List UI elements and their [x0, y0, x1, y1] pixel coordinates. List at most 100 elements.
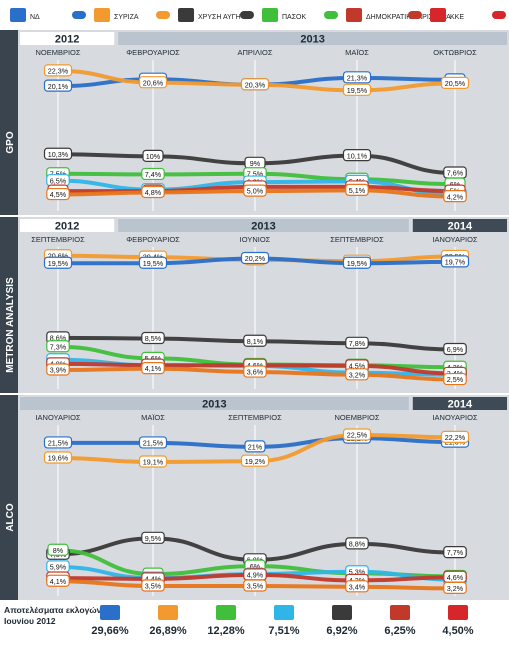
party-logo: [158, 605, 178, 620]
data-label: 20,6%: [138, 76, 168, 89]
data-label-box: [138, 436, 168, 449]
data-label-text: 19,7%: [445, 257, 466, 266]
month-label: ΙΑΝΟΥΑΡΙΟΣ: [35, 413, 80, 422]
data-label-box: [443, 190, 467, 203]
data-label: 8%: [47, 543, 69, 556]
data-label: 4,5%: [46, 187, 70, 201]
data-label-text: 22,5%: [347, 431, 368, 440]
data-label: 22,3%: [43, 64, 73, 77]
data-label-text: 4,1%: [50, 577, 67, 586]
party-logo: [448, 605, 468, 620]
data-label-box: [141, 362, 165, 375]
data-label: 3,5%: [141, 579, 165, 592]
data-label-text: 7,4%: [145, 170, 162, 179]
data-label-box: [46, 363, 70, 376]
footer-title-line: Ιουνίου 2012: [4, 616, 56, 626]
data-label-text: 6,5%: [50, 176, 67, 185]
data-label-text: 10,1%: [347, 151, 368, 160]
data-label-box: [43, 451, 73, 464]
data-label-text: 19,5%: [143, 259, 164, 268]
data-label-text: 20,3%: [245, 80, 266, 89]
year-label: 2013: [202, 399, 226, 411]
party-logo: [274, 605, 294, 620]
data-label: 7,6%: [443, 166, 467, 179]
legend-item: ΔΗΜΟΚΡΑΤΙΚΗ ΑΡΙΣΤΕΡΑ: [346, 8, 451, 22]
data-label-box: [342, 428, 372, 441]
year-header: [20, 219, 115, 232]
data-label-text: 21%: [248, 443, 263, 452]
result-item: 4,50%: [442, 605, 474, 637]
data-label-box: [43, 64, 73, 77]
data-label-box: [443, 581, 467, 595]
pollster-band: [0, 30, 18, 215]
month-label: ΙΑΝΟΥΑΡΙΟΣ: [432, 235, 477, 244]
party-logo: [332, 605, 352, 620]
legend-pill: [240, 11, 254, 19]
data-label-box: [443, 342, 467, 356]
result-item: 7,51%: [268, 605, 300, 637]
data-label-text: 8,1%: [247, 337, 264, 346]
data-label-text: 8,5%: [145, 334, 162, 343]
legend-label: ΚΚΕ: [450, 14, 464, 21]
legend-swatch: [10, 8, 26, 22]
year-label: 2012: [55, 34, 79, 46]
data-label: 8,6%: [46, 331, 70, 344]
data-label: 21,3%: [342, 71, 372, 84]
chart-panel-gpo: GPO 2012 2013 ΝΟΕΜΒΡΙΟΣ ΦΕΒΡΟΥΑΡΙΟΣ ΑΠΡΙΛΙΟΣ Μ…: [0, 30, 509, 215]
result-item: 26,89%: [149, 605, 187, 637]
data-label: 4,2%: [443, 190, 467, 203]
data-label-text: 8%: [53, 546, 64, 555]
result-percentage: 29,66%: [91, 625, 129, 637]
party-logo: [390, 605, 410, 620]
data-label: 20,1%: [43, 79, 73, 92]
data-label-box: [243, 184, 267, 197]
data-label-text: 6%: [250, 562, 261, 571]
month-label: ΣΕΠΤΕΜΒΡΙΟΣ: [31, 235, 85, 244]
legend-label: ΝΔ: [30, 14, 40, 21]
data-label-text: 7,5%: [247, 169, 264, 178]
data-label-box: [345, 580, 369, 593]
year-label: 2014: [448, 399, 473, 411]
data-label: 3,6%: [243, 365, 267, 378]
data-label-text: 7,7%: [447, 548, 464, 557]
legend-pill: [492, 11, 506, 19]
data-label-text: 4,8%: [145, 188, 162, 197]
data-label-box: [443, 372, 467, 386]
data-label-text: 9,5%: [145, 534, 162, 543]
legend-swatch: [178, 8, 194, 22]
data-label-box: [43, 256, 73, 269]
data-label: 10,3%: [43, 147, 73, 160]
data-label-text: 19,2%: [245, 457, 266, 466]
footer-title: Αποτελέσματα εκλογών Ιουνίου 2012: [4, 605, 102, 626]
data-label-text: 3,2%: [349, 370, 366, 379]
data-label-text: 3,5%: [145, 582, 162, 591]
data-label-text: 4,9%: [247, 570, 264, 579]
data-label-text: 5,3%: [349, 567, 366, 576]
legend-item: ΠΑΣΟΚ: [262, 8, 338, 22]
data-label: 4,1%: [141, 362, 165, 375]
data-label-box: [345, 368, 369, 381]
result-item: 12,28%: [207, 605, 245, 637]
data-label-text: 3,4%: [349, 582, 366, 591]
data-label: 10%: [142, 149, 164, 162]
data-label-text: 4,4%: [145, 574, 162, 583]
data-label: 9,5%: [141, 531, 165, 544]
data-label-text: 19,1%: [143, 458, 164, 467]
data-label-text: 3,5%: [247, 582, 264, 591]
data-label-text: 20,5%: [445, 79, 466, 88]
month-label: ΣΕΠΤΕΜΒΡΙΟΣ: [228, 413, 282, 422]
data-label-text: 22,3%: [48, 66, 69, 75]
month-label: ΜΑΪΟΣ: [141, 413, 165, 422]
data-label: 7,3%: [46, 340, 70, 353]
data-label-text: 5,1%: [349, 186, 366, 195]
data-label: 2,5%: [443, 372, 467, 386]
data-label-box: [141, 185, 165, 199]
result-percentage: 6,25%: [384, 625, 415, 637]
legend-label: ΧΡΥΣΗ ΑΥΓΗ: [198, 14, 241, 21]
month-label: ΣΕΠΤΕΜΒΡΙΟΣ: [330, 235, 384, 244]
data-label-box: [43, 147, 73, 160]
data-label: 20,5%: [440, 76, 470, 89]
legend-pill: [324, 11, 338, 19]
